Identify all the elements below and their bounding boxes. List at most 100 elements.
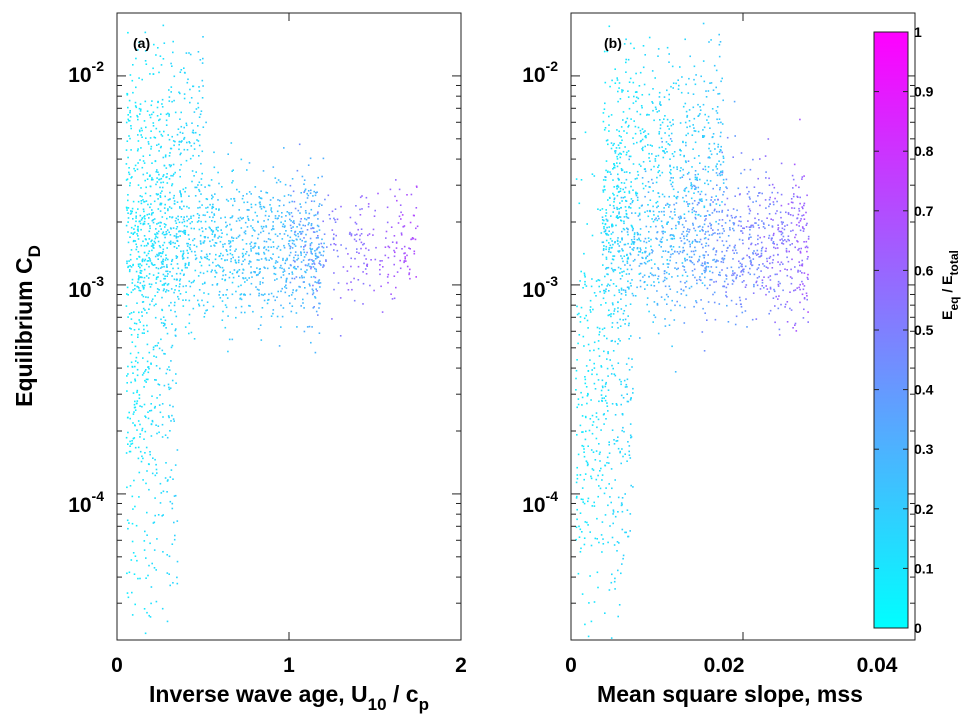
scatter-point [164,477,167,479]
scatter-point [165,113,168,116]
scatter-point [318,205,320,207]
scatter-point [693,305,695,308]
scatter-point [608,196,611,199]
scatter-point [685,186,688,189]
scatter-point [755,254,758,256]
scatter-point [666,263,669,265]
scatter-point [667,203,669,206]
scatter-point [130,559,133,561]
scatter-point [144,217,146,220]
scatter-point [130,177,132,179]
scatter-point [608,589,611,591]
scatter-point [687,92,690,94]
scatter-point [125,206,128,209]
scatter-point [176,256,178,258]
scatter-point [227,200,230,202]
scatter-point [710,82,713,84]
scatter-point [127,194,129,196]
scatter-point [578,312,580,315]
scatter-point [260,225,263,228]
scatter-point [721,250,723,253]
scatter-point [723,254,726,257]
scatter-point [181,132,184,134]
scatter-point [701,200,703,202]
scatter-point [604,290,607,293]
scatter-point [603,227,605,230]
scatter-point [600,389,603,392]
scatter-point [591,505,594,507]
scatter-point [675,262,678,264]
scatter-point [229,217,232,219]
scatter-point [700,243,703,246]
scatter-point [764,155,767,157]
scatter-point [803,204,805,207]
scatter-point [598,400,600,403]
scatter-point [732,249,734,252]
scatter-point [266,192,269,194]
scatter-point [787,213,790,215]
scatter-point [137,275,140,277]
scatter-point [758,275,760,278]
scatter-point [276,235,279,237]
scatter-point [620,126,623,128]
scatter-point [272,166,275,168]
scatter-point [713,247,715,250]
scatter-point [777,227,780,229]
scatter-point [248,254,250,257]
scatter-point [586,402,588,405]
scatter-point [601,385,604,388]
scatter-point [184,229,187,232]
scatter-point [264,293,266,295]
scatter-point [669,216,671,218]
scatter-point [617,250,619,252]
scatter-point [128,99,131,102]
scatter-point [336,249,339,252]
scatter-point [710,153,713,156]
scatter-point [686,230,688,232]
scatter-point [580,498,583,500]
scatter-point [686,233,689,236]
scatter-point [181,269,183,272]
scatter-point [783,228,786,231]
scatter-point [606,367,609,370]
scatter-point [627,315,629,317]
scatter-point [704,267,706,269]
scatter-point [790,201,793,204]
scatter-point [626,393,628,395]
scatter-point [167,258,169,261]
scatter-point [600,534,603,536]
scatter-point [619,451,621,454]
scatter-point [665,293,668,296]
scatter-point [188,218,190,220]
scatter-point [761,285,763,287]
colorbar-label: Eeq / Etotal [939,250,961,320]
scatter-point [653,165,655,168]
scatter-point [719,135,722,138]
scatter-point [162,24,165,27]
scatter-point [697,115,699,117]
scatter-point [393,263,395,266]
scatter-point [649,144,652,146]
scatter-point [172,582,174,584]
scatter-point [129,253,132,256]
scatter-point [712,133,715,135]
scatter-point [617,447,620,450]
scatter-point [160,267,162,269]
scatter-point [135,220,137,223]
scatter-point [608,314,611,316]
scatter-point [757,267,760,269]
scatter-point [703,206,706,209]
scatter-point [610,262,613,265]
scatter-point [283,268,285,271]
scatter-point [235,306,237,309]
scatter-point [282,274,285,276]
scatter-point [651,70,654,72]
scatter-point [781,238,783,240]
scatter-point [664,152,666,154]
scatter-point [291,242,294,245]
scatter-point [143,608,146,610]
scatter-point [701,228,703,231]
scatter-point [656,302,659,305]
scatter-point [708,234,711,236]
scatter-point [298,143,301,146]
